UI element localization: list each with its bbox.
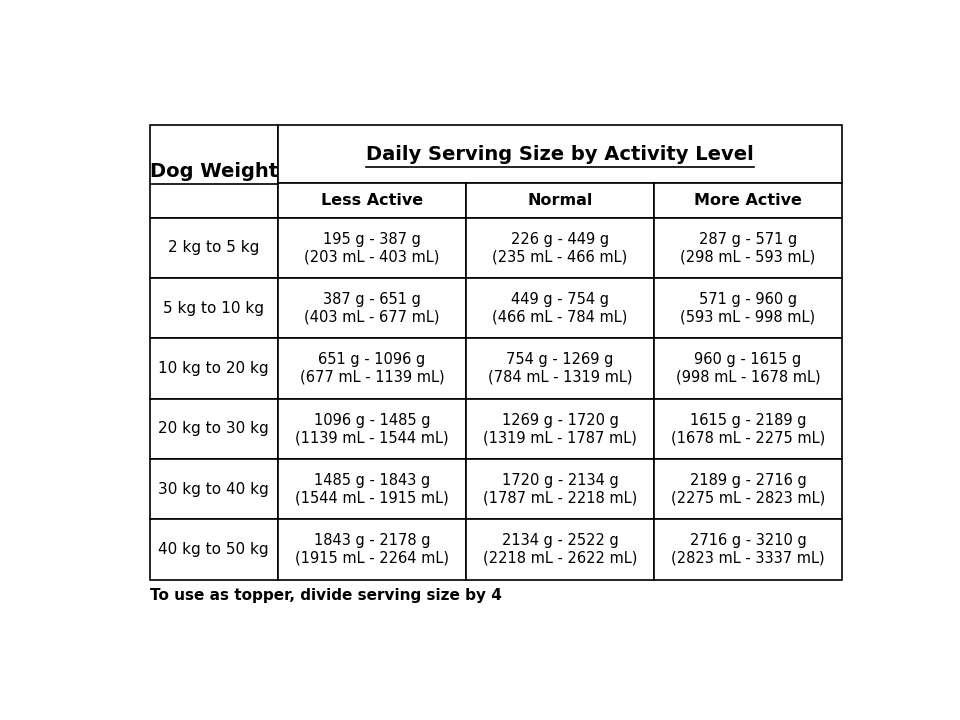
- Bar: [466, 519, 654, 580]
- Text: 1720 g - 2134 g
(1787 mL - 2218 mL): 1720 g - 2134 g (1787 mL - 2218 mL): [483, 473, 637, 505]
- Text: Daily Serving Size by Activity Level: Daily Serving Size by Activity Level: [366, 145, 754, 164]
- Bar: [654, 278, 842, 338]
- Bar: [654, 217, 842, 278]
- Bar: [654, 184, 842, 217]
- Bar: [150, 125, 277, 217]
- Text: 195 g - 387 g
(203 mL - 403 mL): 195 g - 387 g (203 mL - 403 mL): [304, 232, 440, 264]
- Text: 5 kg to 10 kg: 5 kg to 10 kg: [163, 301, 264, 316]
- Text: 1096 g - 1485 g
(1139 mL - 1544 mL): 1096 g - 1485 g (1139 mL - 1544 mL): [295, 413, 448, 445]
- Bar: [150, 459, 277, 519]
- Text: 960 g - 1615 g
(998 mL - 1678 mL): 960 g - 1615 g (998 mL - 1678 mL): [676, 352, 820, 384]
- Text: 449 g - 754 g
(466 mL - 784 mL): 449 g - 754 g (466 mL - 784 mL): [492, 292, 628, 325]
- Bar: [277, 278, 466, 338]
- Text: More Active: More Active: [694, 193, 802, 208]
- Text: Less Active: Less Active: [321, 193, 423, 208]
- Bar: [150, 278, 277, 338]
- Bar: [277, 338, 466, 399]
- Bar: [654, 459, 842, 519]
- Bar: [277, 184, 466, 217]
- Text: Dog Weight: Dog Weight: [150, 162, 277, 181]
- Text: 2189 g - 2716 g
(2275 mL - 2823 mL): 2189 g - 2716 g (2275 mL - 2823 mL): [671, 473, 825, 505]
- Bar: [277, 519, 466, 580]
- Bar: [466, 217, 654, 278]
- Text: 1485 g - 1843 g
(1544 mL - 1915 mL): 1485 g - 1843 g (1544 mL - 1915 mL): [295, 473, 448, 505]
- Text: 2716 g - 3210 g
(2823 mL - 3337 mL): 2716 g - 3210 g (2823 mL - 3337 mL): [671, 534, 825, 566]
- Text: 20 kg to 30 kg: 20 kg to 30 kg: [158, 421, 269, 436]
- Bar: [466, 278, 654, 338]
- Text: 387 g - 651 g
(403 mL - 677 mL): 387 g - 651 g (403 mL - 677 mL): [304, 292, 440, 325]
- Bar: [466, 338, 654, 399]
- Bar: [277, 399, 466, 459]
- Text: 2134 g - 2522 g
(2218 mL - 2622 mL): 2134 g - 2522 g (2218 mL - 2622 mL): [483, 534, 637, 566]
- Bar: [277, 125, 842, 184]
- Bar: [150, 217, 277, 278]
- Text: 1843 g - 2178 g
(1915 mL - 2264 mL): 1843 g - 2178 g (1915 mL - 2264 mL): [295, 534, 449, 566]
- Bar: [466, 399, 654, 459]
- Text: 651 g - 1096 g
(677 mL - 1139 mL): 651 g - 1096 g (677 mL - 1139 mL): [300, 352, 444, 384]
- Text: Normal: Normal: [527, 193, 592, 208]
- Text: 40 kg to 50 kg: 40 kg to 50 kg: [158, 542, 269, 557]
- Bar: [277, 217, 466, 278]
- Bar: [654, 338, 842, 399]
- Text: To use as topper, divide serving size by 4: To use as topper, divide serving size by…: [150, 588, 502, 603]
- Bar: [150, 519, 277, 580]
- Text: 2 kg to 5 kg: 2 kg to 5 kg: [168, 240, 259, 256]
- Bar: [150, 338, 277, 399]
- Bar: [150, 399, 277, 459]
- Text: 226 g - 449 g
(235 mL - 466 mL): 226 g - 449 g (235 mL - 466 mL): [492, 232, 628, 264]
- Bar: [466, 459, 654, 519]
- Bar: [277, 459, 466, 519]
- Text: 571 g - 960 g
(593 mL - 998 mL): 571 g - 960 g (593 mL - 998 mL): [681, 292, 815, 325]
- Bar: [654, 399, 842, 459]
- Text: 10 kg to 20 kg: 10 kg to 20 kg: [158, 361, 269, 376]
- Bar: [466, 184, 654, 217]
- Text: 30 kg to 40 kg: 30 kg to 40 kg: [158, 482, 269, 497]
- Text: 287 g - 571 g
(298 mL - 593 mL): 287 g - 571 g (298 mL - 593 mL): [681, 232, 816, 264]
- Text: 754 g - 1269 g
(784 mL - 1319 mL): 754 g - 1269 g (784 mL - 1319 mL): [488, 352, 633, 384]
- Bar: [654, 519, 842, 580]
- Text: 1615 g - 2189 g
(1678 mL - 2275 mL): 1615 g - 2189 g (1678 mL - 2275 mL): [671, 413, 825, 445]
- Text: 1269 g - 1720 g
(1319 mL - 1787 mL): 1269 g - 1720 g (1319 mL - 1787 mL): [483, 413, 637, 445]
